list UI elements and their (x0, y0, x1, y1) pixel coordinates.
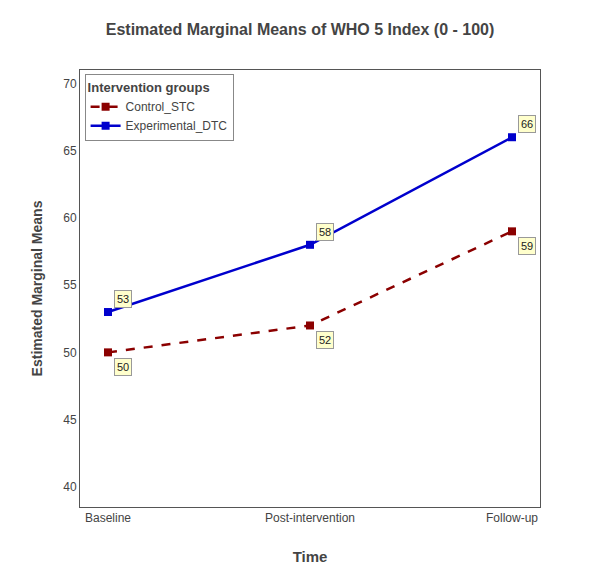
svg-text:Control_STC: Control_STC (126, 100, 196, 114)
svg-text:55: 55 (63, 278, 77, 292)
svg-text:Baseline: Baseline (85, 511, 131, 525)
svg-text:Experimental_DTC: Experimental_DTC (126, 119, 228, 133)
svg-text:65: 65 (63, 144, 77, 158)
svg-text:59: 59 (521, 240, 533, 252)
svg-text:50: 50 (117, 361, 129, 373)
svg-text:53: 53 (117, 293, 129, 305)
svg-text:66: 66 (521, 118, 533, 130)
svg-text:Intervention groups: Intervention groups (88, 80, 210, 95)
svg-text:Time: Time (293, 548, 328, 565)
svg-text:40: 40 (63, 480, 77, 494)
svg-text:Estimated Marginal Means: Estimated Marginal Means (29, 200, 45, 376)
svg-text:Follow-up: Follow-up (486, 511, 538, 525)
svg-text:58: 58 (319, 226, 331, 238)
svg-text:50: 50 (63, 346, 77, 360)
svg-text:60: 60 (63, 211, 77, 225)
svg-text:Post-intervention: Post-intervention (265, 511, 355, 525)
svg-text:45: 45 (63, 413, 77, 427)
svg-text:Estimated Marginal Means of WH: Estimated Marginal Means of WHO 5 Index … (106, 21, 495, 38)
svg-text:70: 70 (63, 77, 77, 91)
svg-text:52: 52 (319, 334, 331, 346)
